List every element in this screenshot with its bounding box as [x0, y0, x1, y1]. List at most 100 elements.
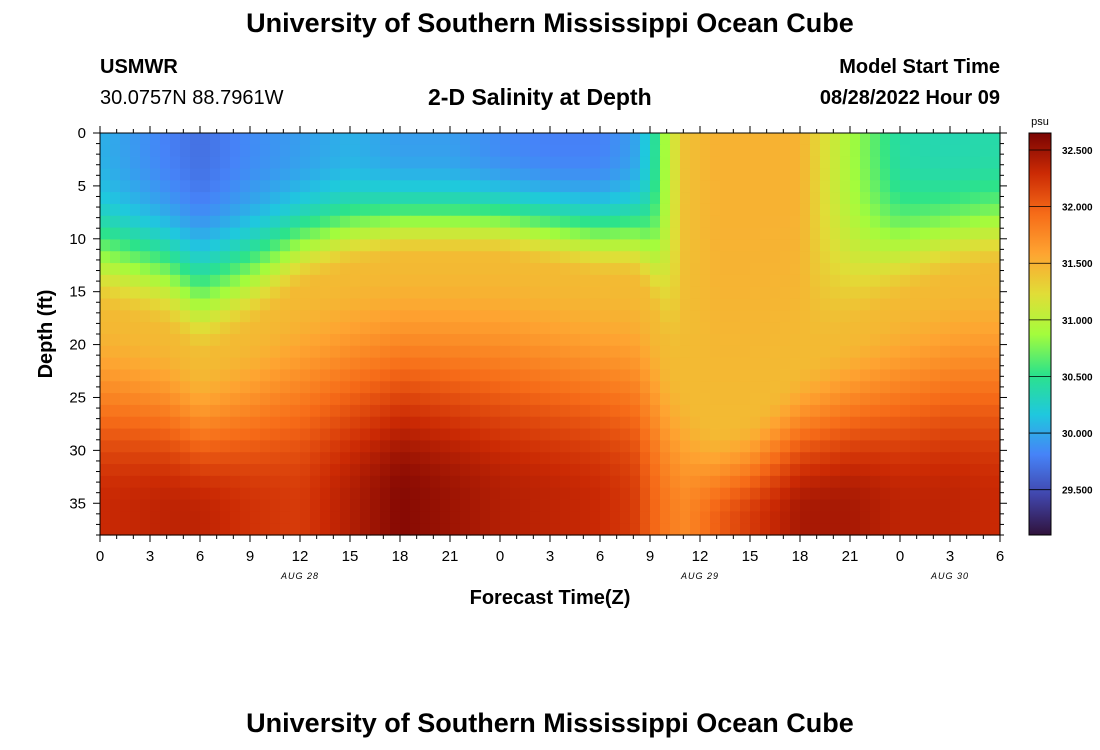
heatmap-cell [700, 322, 711, 335]
heatmap-cell [280, 404, 291, 418]
heatmap-cell [300, 345, 311, 359]
heatmap-cell [640, 511, 651, 524]
heatmap-cell [830, 156, 841, 170]
heatmap-cell [830, 144, 841, 158]
heatmap-cell [400, 298, 411, 311]
heatmap-cell [240, 180, 251, 193]
heatmap-cell [940, 251, 951, 264]
heatmap-cell [320, 393, 331, 406]
heatmap-cell [400, 499, 411, 512]
heatmap-cell [180, 404, 191, 418]
heatmap-cell [560, 144, 571, 158]
heatmap-cell [780, 203, 791, 217]
heatmap-cell [130, 393, 141, 406]
heatmap-cell [880, 310, 891, 323]
heatmap-cell [350, 452, 361, 465]
heatmap-cell [200, 310, 211, 323]
heatmap-cell [730, 499, 741, 512]
heatmap-cell [250, 404, 261, 418]
heatmap-cell [500, 464, 511, 477]
heatmap-cell [190, 440, 201, 453]
heatmap-cell [780, 251, 791, 264]
heatmap-cell [970, 475, 981, 489]
heatmap-cell [430, 133, 441, 146]
heatmap-cell [510, 452, 521, 465]
heatmap-cell [520, 345, 531, 359]
heatmap-cell [580, 286, 591, 300]
heatmap-cell [560, 168, 571, 181]
heatmap-cell [580, 227, 591, 241]
heatmap-cell [480, 298, 491, 311]
heatmap-cell [380, 499, 391, 512]
heatmap-cell [380, 239, 391, 252]
heatmap-cell [480, 499, 491, 512]
heatmap-cell [650, 251, 661, 264]
heatmap-cell [270, 440, 281, 453]
heatmap-cell [410, 511, 421, 524]
heatmap-cell [280, 428, 291, 442]
heatmap-cell [980, 180, 991, 193]
heatmap-cell [930, 393, 941, 406]
heatmap-cell [240, 345, 251, 359]
heatmap-cell [130, 274, 141, 288]
heatmap-cell [260, 156, 271, 170]
heatmap-cell [490, 357, 501, 371]
heatmap-cell [150, 180, 161, 193]
heatmap-cell [990, 428, 1001, 442]
heatmap-cell [120, 286, 131, 300]
heatmap-cell [840, 475, 851, 489]
model-start-label: Model Start Time [839, 56, 1000, 78]
heatmap-cell [680, 428, 691, 442]
heatmap-cell [610, 416, 621, 430]
heatmap-cell [130, 381, 141, 394]
heatmap-cell [580, 369, 591, 382]
heatmap-cell [690, 180, 701, 193]
heatmap-cell [620, 464, 631, 477]
heatmap-cell [220, 203, 231, 217]
heatmap-cell [730, 215, 741, 229]
heatmap-cell [630, 499, 641, 512]
heatmap-cell [150, 227, 161, 241]
heatmap-cell [580, 180, 591, 193]
heatmap-cell [270, 511, 281, 524]
heatmap-cell [760, 416, 771, 430]
heatmap-cell [760, 227, 771, 241]
heatmap-cell [140, 464, 151, 477]
heatmap-cell [190, 168, 201, 181]
heatmap-cell [650, 369, 661, 382]
heatmap-cell [590, 345, 601, 359]
heatmap-cell [480, 180, 491, 193]
heatmap-cell [960, 180, 971, 193]
heatmap-cell [420, 487, 431, 501]
heatmap-cell [230, 298, 241, 311]
heatmap-cell [220, 180, 231, 193]
heatmap-cell [560, 298, 571, 311]
heatmap-cell [720, 310, 731, 323]
heatmap-cell [850, 357, 861, 371]
heatmap-cell [350, 464, 361, 477]
heatmap-cell [680, 263, 691, 276]
heatmap-cell [230, 180, 241, 193]
heatmap-cell [120, 464, 131, 477]
heatmap-cell [890, 499, 901, 512]
heatmap-cell [520, 464, 531, 477]
heatmap-cell [230, 464, 241, 477]
heatmap-cell [600, 227, 611, 241]
heatmap-cell [210, 227, 221, 241]
heatmap-cell [420, 440, 431, 453]
heatmap-cell [740, 345, 751, 359]
heatmap-cell [760, 310, 771, 323]
heatmap-cell [310, 487, 321, 501]
heatmap-cell [320, 274, 331, 288]
heatmap-cell [330, 499, 341, 512]
heatmap-cell [380, 168, 391, 181]
heatmap-cell [460, 168, 471, 181]
heatmap-cell [260, 487, 271, 501]
heatmap-cell [930, 404, 941, 418]
heatmap-cell [360, 416, 371, 430]
heatmap-cell [690, 369, 701, 382]
heatmap-cell [530, 310, 541, 323]
heatmap-cell [630, 440, 641, 453]
heatmap-cell [470, 440, 481, 453]
heatmap-cell [740, 251, 751, 264]
